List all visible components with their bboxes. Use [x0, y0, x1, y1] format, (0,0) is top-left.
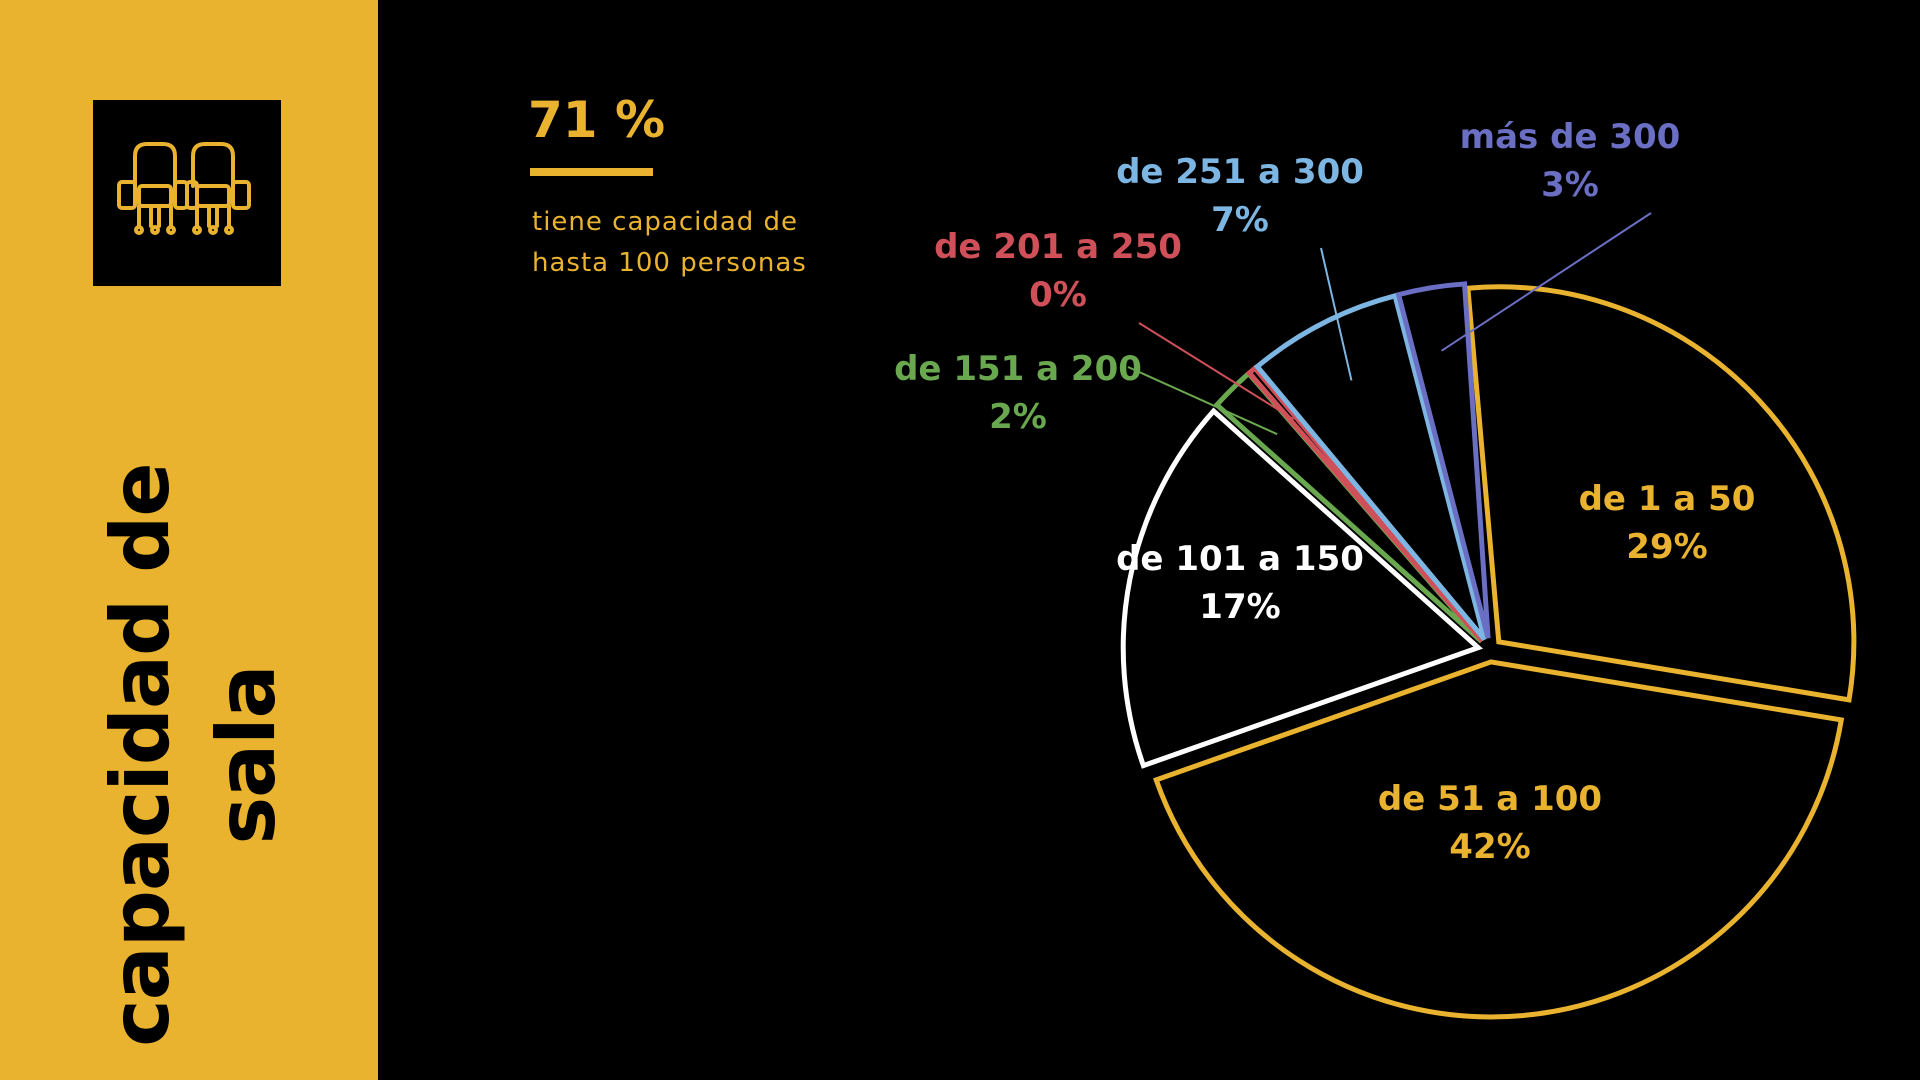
icon-box [93, 100, 281, 286]
pie-slice [1245, 364, 1485, 643]
pie-leader-line [1138, 322, 1295, 421]
pie-slice-label: de 151 a 200 [894, 349, 1142, 389]
highlight-value: 71 % [528, 91, 666, 149]
pie-slice [1120, 407, 1484, 769]
highlight-description: tiene capacidad de hasta 100 personas [532, 207, 807, 278]
pie-slice-label: de 251 a 300 [1116, 152, 1364, 192]
pie-slice-label: de 1 a 50 [1579, 479, 1756, 519]
pie-slice-percent: 0% [1029, 275, 1087, 315]
pie-leader-line [1320, 247, 1353, 381]
sidebar: capacidad de sala [0, 0, 378, 1080]
pie-slice-percent: 2% [989, 397, 1047, 437]
pie-slice-percent: 17% [1199, 587, 1280, 627]
pie-slice-percent: 42% [1449, 827, 1530, 867]
pie-slice-percent: 3% [1541, 165, 1599, 205]
pie-leader-line [1127, 366, 1278, 436]
pie-slice [1395, 281, 1491, 639]
highlight-underline [530, 168, 653, 176]
pie-slice-label: de 201 a 250 [934, 227, 1182, 267]
cinema-seats-icon [117, 142, 251, 235]
pie-leader-line [1440, 212, 1652, 352]
pie-slice [1465, 284, 1857, 703]
pie-slice [1153, 659, 1845, 1020]
pie-slice-label: de 51 a 100 [1378, 779, 1602, 819]
pie-slice [1253, 292, 1487, 641]
pie-slice-label: más de 300 [1460, 117, 1681, 157]
pie-slice-percent: 7% [1211, 200, 1269, 240]
pie-slice-percent: 29% [1626, 527, 1707, 567]
pie-slice-label: de 101 a 150 [1116, 539, 1364, 579]
